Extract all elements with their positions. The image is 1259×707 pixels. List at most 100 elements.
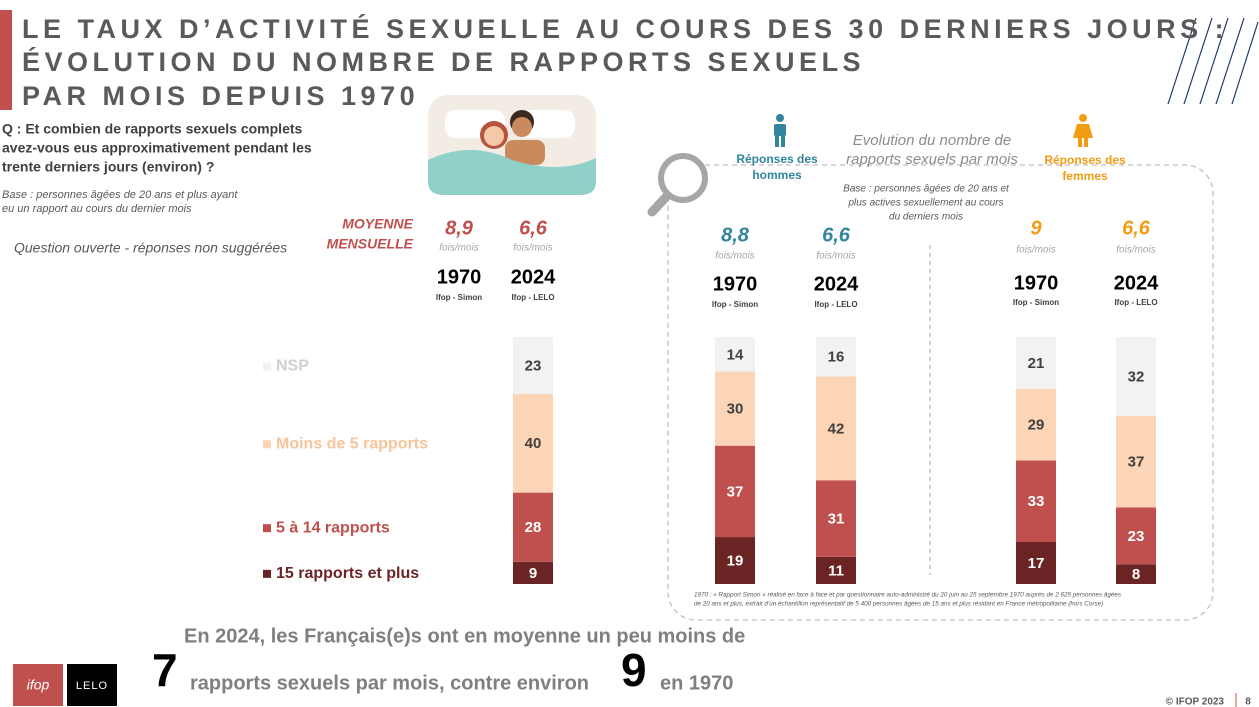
panel-title: rapports sexuels par mois xyxy=(846,151,1018,168)
footer-number: 7 xyxy=(152,644,178,696)
value-label: 30 xyxy=(727,401,744,418)
year-label: 2024 xyxy=(1114,272,1159,294)
woman-icon xyxy=(1073,114,1093,147)
bar-segment xyxy=(513,492,553,562)
legend-label: NSP xyxy=(276,358,309,375)
legend-swatch xyxy=(263,569,271,578)
value-label: 9 xyxy=(529,565,537,582)
value-label: 23 xyxy=(1128,528,1145,545)
illustration xyxy=(428,95,596,195)
source-label: Ifop - Simon xyxy=(436,293,482,302)
panel-border xyxy=(667,164,1214,621)
chart-title: Réponses des xyxy=(1044,153,1126,167)
bar-segment xyxy=(1116,507,1156,565)
bar-segment xyxy=(1016,460,1056,543)
chart-title: hommes xyxy=(752,168,802,182)
bar-segment xyxy=(1016,542,1056,584)
logo: ifop xyxy=(27,677,50,693)
bar-segment xyxy=(513,337,553,394)
value-label: 37 xyxy=(727,483,744,500)
mean-value: 6,6 xyxy=(822,224,851,246)
legend-label: 15 rapports et plus xyxy=(276,565,419,582)
corner-lines xyxy=(1167,17,1259,105)
magnifier xyxy=(647,153,708,217)
bar-segment xyxy=(715,371,755,446)
panel-base: du derniers mois xyxy=(889,212,963,223)
logo-box xyxy=(67,664,117,706)
mean-value: 6,6 xyxy=(1122,217,1151,239)
mean-value: 8,9 xyxy=(445,217,474,239)
footnote: 1970 : « Rapport Simon » réalisé en face… xyxy=(694,592,1122,599)
value-label: 29 xyxy=(1028,417,1045,434)
year-label: 2024 xyxy=(511,266,556,288)
panel-base: Base : personnes âgées de 20 ans et xyxy=(843,184,1010,195)
value-label: 14 xyxy=(727,346,744,363)
logo-box xyxy=(13,664,63,706)
value-label: 23 xyxy=(525,357,542,374)
bar-segment xyxy=(715,337,755,372)
value-label: 19 xyxy=(727,553,744,570)
value-label: 17 xyxy=(1028,555,1045,572)
bar-segment xyxy=(1116,564,1156,584)
bar-segment xyxy=(715,537,755,584)
bar-segment xyxy=(1016,337,1056,389)
mean-unit: fois/mois xyxy=(1116,245,1155,256)
year-label: 1970 xyxy=(1014,272,1059,294)
title-line: ÉVOLUTION DU NOMBRE DE RAPPORTS SEXUELS xyxy=(22,46,865,77)
bar-segment xyxy=(513,393,553,493)
mean-unit: fois/mois xyxy=(1016,245,1055,256)
bar-segment xyxy=(816,337,856,377)
value-label: 21 xyxy=(1028,355,1045,372)
bar-segment xyxy=(816,480,856,557)
mean-heading: MOYENNE xyxy=(342,216,413,232)
mean-unit: fois/mois xyxy=(439,243,478,254)
year-label: 2024 xyxy=(814,273,859,295)
footer-text: En 2024, les Français(e)s ont en moyenne… xyxy=(184,625,745,647)
mean-value: 9 xyxy=(1030,217,1042,239)
value-label: 32 xyxy=(1128,368,1145,385)
value-label: 31 xyxy=(828,511,845,528)
source-label: Ifop - LELO xyxy=(814,300,857,309)
bar-segment xyxy=(513,561,553,584)
value-label: 40 xyxy=(525,435,542,452)
mean-value: 6,6 xyxy=(519,217,548,239)
footer-text: en 1970 xyxy=(660,672,733,694)
bar-segment xyxy=(816,376,856,481)
base-line: eu un rapport au cours du dernier mois xyxy=(2,203,192,215)
year-label: 1970 xyxy=(437,266,482,288)
chart-title: femmes xyxy=(1062,169,1108,183)
legend-swatch xyxy=(263,524,271,533)
value-label: 37 xyxy=(1128,454,1145,471)
value-label: 8 xyxy=(1132,566,1140,583)
mean-unit: fois/mois xyxy=(513,243,552,254)
value-label: 16 xyxy=(828,349,845,366)
footer-text: rapports sexuels par mois, contre enviro… xyxy=(190,672,589,694)
bar-segment xyxy=(816,556,856,584)
footer-number: 9 xyxy=(621,644,647,696)
bar-segment xyxy=(715,445,755,538)
mean-unit: fois/mois xyxy=(715,251,754,262)
bar-segment xyxy=(1116,337,1156,417)
base-line: Base : personnes âgées de 20 ans et plus… xyxy=(2,189,238,201)
mean-value: 8,8 xyxy=(721,224,750,246)
footnote: de 20 ans et plus, extrait d’un échantil… xyxy=(694,601,1103,608)
page-number: 8 xyxy=(1245,697,1251,707)
source-label: Ifop - Simon xyxy=(712,300,758,309)
source-label: Ifop - Simon xyxy=(1013,298,1059,307)
legend-label: 5 à 14 rapports xyxy=(276,519,390,536)
title-line: LE TAUX D’ACTIVITÉ SEXUELLE AU COURS DES… xyxy=(22,13,1228,44)
man-icon xyxy=(774,114,786,147)
value-label: 33 xyxy=(1028,493,1045,510)
note: Question ouverte - réponses non suggérée… xyxy=(14,240,287,256)
chart-title: Réponses des xyxy=(736,152,818,166)
year-label: 1970 xyxy=(713,273,758,295)
legend-swatch xyxy=(263,440,271,449)
question-line: Q : Et combien de rapports sexuels compl… xyxy=(2,121,303,137)
mean-heading: MENSUELLE xyxy=(327,236,414,252)
value-label: 28 xyxy=(525,519,542,536)
title-accent xyxy=(0,10,12,110)
source-label: Ifop - LELO xyxy=(511,293,554,302)
legend-label: Moins de 5 rapports xyxy=(276,435,428,452)
copyright: © IFOP 2023 xyxy=(1166,697,1225,707)
